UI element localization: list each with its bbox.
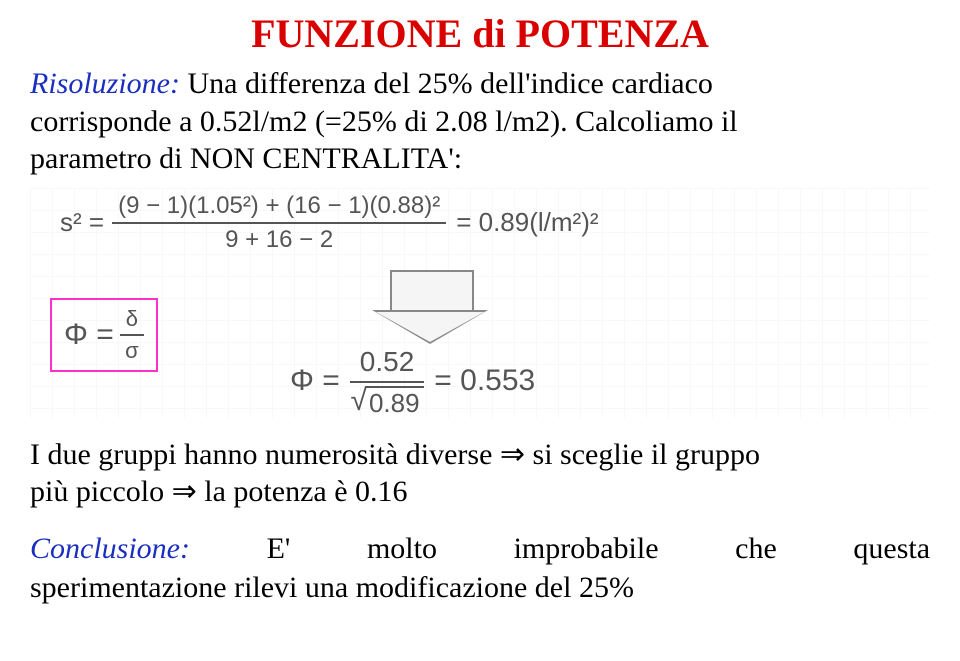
page: FUNZIONE di POTENZA Risoluzione: Una dif… xyxy=(0,0,960,627)
conclusione-label: Conclusione: xyxy=(30,532,190,565)
phi-big-numerator: 0.52 xyxy=(350,346,425,383)
s2-fraction: (9 − 1)(1.05²) + (16 − 1)(0.88)² 9 + 16 … xyxy=(112,192,446,254)
s2-denominator: 9 + 16 − 2 xyxy=(112,224,446,254)
paragraph-intro: Risoluzione: Una differenza del 25% dell… xyxy=(30,65,930,178)
phi-symbol-big: Φ = xyxy=(290,364,340,398)
intro-text-2: corrisponde a 0.52l/m2 (=25% di 2.08 l/m… xyxy=(30,105,738,138)
square-root: √ 0.89 xyxy=(351,386,424,416)
phi-big-denominator: √ 0.89 xyxy=(350,383,425,416)
risoluzione-label: Risoluzione: xyxy=(30,67,180,100)
intro-text-1: Una differenza del 25% dell'indice cardi… xyxy=(180,67,713,100)
phi-result: = 0.553 xyxy=(434,364,535,398)
concl-w3: improbabile xyxy=(514,532,659,565)
groups-line1: I due gruppi hanno numerosità diverse ⇒ … xyxy=(30,438,760,471)
title: FUNZIONE di POTENZA xyxy=(30,10,930,57)
phi-symbol-small: Φ = xyxy=(64,318,114,352)
phi-small-fraction: δ σ xyxy=(120,306,144,364)
conclusion-line2: sperimentazione rilevi una modificazione… xyxy=(30,568,930,607)
concl-w5: questa xyxy=(853,532,930,565)
radicand: 0.89 xyxy=(365,386,424,416)
s2-lhs: s² = xyxy=(60,207,104,238)
concl-w4: che xyxy=(735,532,777,565)
formula-area: s² = (9 − 1)(1.05²) + (16 − 1)(0.88)² 9 … xyxy=(30,188,930,418)
conclusion-line1: Conclusione: E' molto improbabile che qu… xyxy=(30,529,930,568)
paragraph-groups: I due gruppi hanno numerosità diverse ⇒ … xyxy=(30,436,930,511)
down-arrow-icon xyxy=(390,270,488,344)
pooled-variance-formula: s² = (9 − 1)(1.05²) + (16 − 1)(0.88)² 9 … xyxy=(60,192,599,254)
concl-w1: E' xyxy=(267,532,291,565)
s2-result: = 0.89(l/m²)² xyxy=(456,207,598,238)
phi-computation: Φ = 0.52 √ 0.89 = 0.553 xyxy=(290,346,535,416)
concl-w2: molto xyxy=(367,532,437,565)
phi-small-delta: δ xyxy=(120,306,144,336)
phi-big-fraction: 0.52 √ 0.89 xyxy=(350,346,425,416)
phi-small-sigma: σ xyxy=(120,336,144,364)
s2-numerator: (9 − 1)(1.05²) + (16 − 1)(0.88)² xyxy=(112,192,446,224)
intro-text-3: parametro di NON CENTRALITA': xyxy=(30,142,462,175)
groups-line2: più piccolo ⇒ la potenza è 0.16 xyxy=(30,475,408,508)
phi-definition-box: Φ = δ σ xyxy=(50,298,158,372)
